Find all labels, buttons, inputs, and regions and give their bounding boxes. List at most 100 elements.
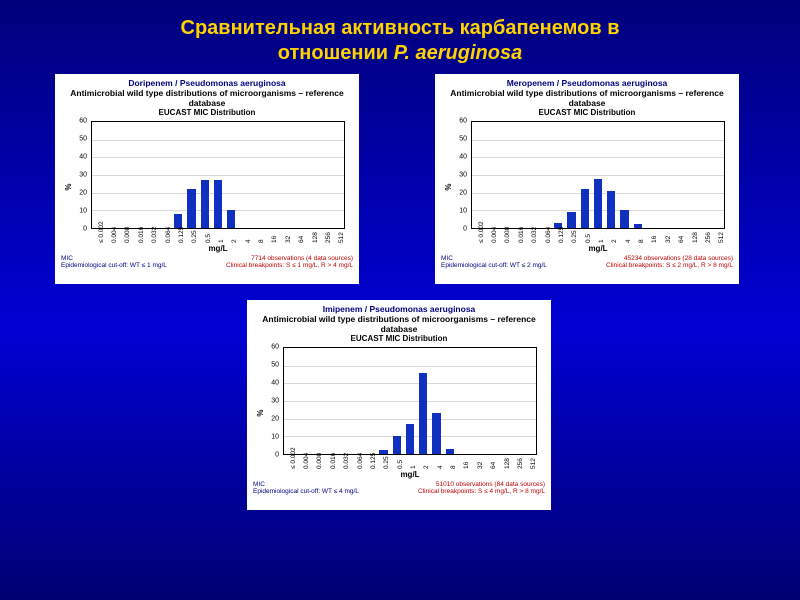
x-tick: 256 (517, 458, 519, 469)
x-tick: 64 (490, 462, 492, 469)
footer-right: 45234 observations (28 data sources)Clin… (606, 255, 733, 269)
x-axis-label: mg/L (283, 470, 537, 479)
chart-footer: MICEpidemiological cut-off: WT ≤ 2 mg/L 4… (441, 255, 733, 269)
x-tick: 8 (450, 465, 452, 469)
y-tick: 10 (253, 434, 279, 441)
y-tick: 60 (61, 118, 87, 125)
footer-left: MICEpidemiological cut-off: WT ≤ 2 mg/L (441, 255, 547, 269)
y-tick: 50 (441, 136, 467, 143)
x-tick: 0.5 (397, 460, 399, 469)
x-tick: 128 (692, 232, 694, 243)
y-tick: 50 (253, 362, 279, 369)
chart-title-drug: Imipenem / Pseudomonas aeruginosa (253, 304, 545, 314)
x-tick: 0.016 (330, 453, 332, 469)
x-tick: 8 (638, 239, 640, 243)
x-tick: 16 (463, 462, 465, 469)
x-tick: 0.25 (383, 456, 385, 469)
x-tick: 0.016 (138, 227, 140, 243)
slide-title-line1: Сравнительная активность карбапенемов в (181, 17, 620, 39)
footer-right: 51010 observations (84 data sources)Clin… (418, 481, 545, 495)
x-tick: 512 (718, 232, 720, 243)
y-tick: 60 (441, 118, 467, 125)
y-tick: 0 (253, 452, 279, 459)
x-tick: 0.125 (178, 227, 180, 243)
bar (446, 449, 454, 454)
chart-doripenem: Doripenem / Pseudomonas aeruginosaAntimi… (55, 74, 359, 284)
bar (634, 224, 642, 228)
x-tick: 1 (598, 239, 600, 243)
x-tick: 32 (665, 236, 667, 243)
y-tick: 40 (441, 154, 467, 161)
x-tick: 128 (504, 458, 506, 469)
x-tick: ≤ 0.002 (290, 447, 292, 469)
x-tick: 128 (312, 232, 314, 243)
y-tick: 40 (253, 380, 279, 387)
x-tick: 2 (611, 239, 613, 243)
chart-title-dist: EUCAST MIC Distribution (61, 108, 353, 119)
plot-frame (283, 347, 537, 455)
x-tick: 512 (338, 232, 340, 243)
chart-footer: MICEpidemiological cut-off: WT ≤ 4 mg/L5… (253, 481, 545, 495)
bar (214, 180, 222, 228)
chart-title-sub: Antimicrobial wild type distributions of… (61, 88, 353, 108)
charts-container: Doripenem / Pseudomonas aeruginosaAntimi… (0, 74, 800, 584)
x-tick: 256 (325, 232, 327, 243)
x-tick: 0.064 (545, 227, 547, 243)
chart-title-drug: Meropenem / Pseudomonas aeruginosa (441, 78, 733, 88)
y-tick: 0 (61, 226, 87, 233)
x-tick: 0.064 (357, 453, 359, 469)
y-tick: 10 (441, 208, 467, 215)
y-tick: 60 (253, 344, 279, 351)
chart-title-sub: Antimicrobial wild type distributions of… (253, 314, 545, 334)
bars (472, 122, 724, 228)
x-tick: 0.032 (531, 227, 533, 243)
y-tick: 40 (61, 154, 87, 161)
bar (567, 212, 575, 228)
y-tick: 50 (61, 136, 87, 143)
plot-frame (471, 121, 725, 229)
bar (620, 210, 628, 228)
x-tick: 0.5 (585, 234, 587, 243)
x-tick: 4 (437, 465, 439, 469)
x-tick: 32 (477, 462, 479, 469)
slide-title: Сравнительная активность карбапенемов в … (0, 0, 800, 74)
plot-area: 0102030405060%≤ 0.0020.0040.0080.0160.03… (253, 347, 545, 479)
bar (406, 424, 414, 454)
x-tick: 0.125 (558, 227, 560, 243)
x-tick: ≤ 0.002 (98, 221, 100, 243)
x-tick: 0.064 (165, 227, 167, 243)
bar (594, 179, 602, 228)
bar (581, 189, 589, 228)
x-tick: 8 (258, 239, 260, 243)
bar (187, 189, 195, 228)
bar (607, 191, 615, 228)
chart-imipenem: Imipenem / Pseudomonas aeruginosaAntimic… (247, 300, 551, 510)
y-tick: 30 (253, 398, 279, 405)
footer-right: 7714 observations (4 data sources)Clinic… (226, 255, 353, 269)
x-tick: 0.004 (491, 227, 493, 243)
y-tick: 30 (441, 172, 467, 179)
x-axis-label: mg/L (91, 244, 345, 253)
x-tick: 0.5 (205, 234, 207, 243)
chart-meropenem: Meropenem / Pseudomonas aeruginosaAntimi… (435, 74, 739, 284)
x-tick: 0.25 (191, 230, 193, 243)
x-tick: 16 (271, 236, 273, 243)
footer-left: MICEpidemiological cut-off: WT ≤ 1 mg/L (61, 255, 167, 269)
bar (201, 180, 209, 228)
y-axis-label: % (444, 183, 453, 190)
x-tick: 4 (245, 239, 247, 243)
x-tick: 0.125 (370, 453, 372, 469)
x-tick: 0.008 (504, 227, 506, 243)
bar (393, 436, 401, 454)
y-tick: 10 (61, 208, 87, 215)
x-tick: 0.032 (343, 453, 345, 469)
x-tick: 0.004 (111, 227, 113, 243)
plot-area: 0102030405060%≤ 0.0020.0040.0080.0160.03… (61, 121, 353, 253)
y-axis-label: % (256, 409, 265, 416)
x-tick: 64 (678, 236, 680, 243)
x-tick: 2 (231, 239, 233, 243)
chart-title-dist: EUCAST MIC Distribution (441, 108, 733, 119)
chart-title-dist: EUCAST MIC Distribution (253, 334, 545, 345)
x-tick: 32 (285, 236, 287, 243)
x-tick: 16 (651, 236, 653, 243)
